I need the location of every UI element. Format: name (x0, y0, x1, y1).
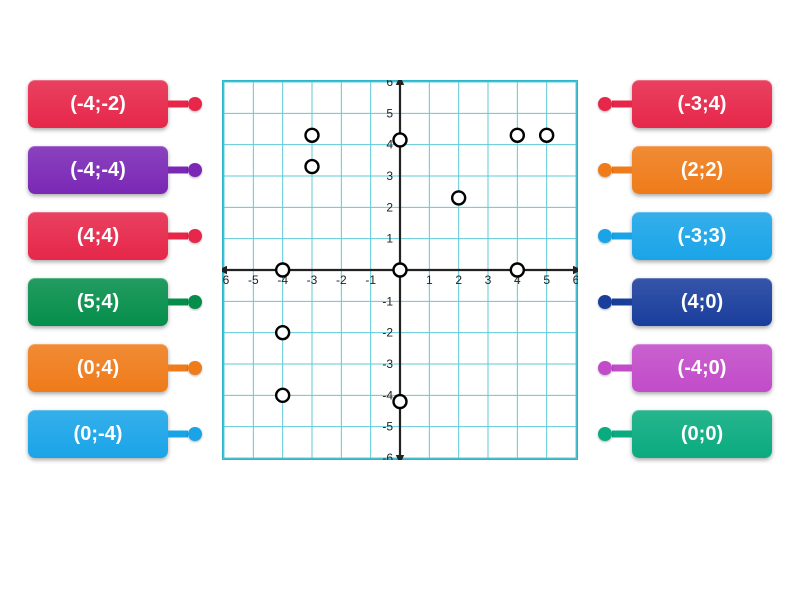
activity-container: (-4;-2) (-4;-4) (4;4) (5;4) (0;4) (0;-4) -6 -5… (0, 80, 800, 520)
coordinate-tag-label: (4;4) (77, 225, 119, 248)
tag-connector-dot[interactable] (598, 295, 612, 309)
coordinate-tag[interactable]: (0;-4) (28, 410, 168, 458)
tag-connector-dot[interactable] (188, 97, 202, 111)
tag-connector-line (612, 101, 632, 108)
tag-connector-dot[interactable] (598, 229, 612, 243)
y-axis-label: 4 (386, 138, 393, 152)
coordinate-tag-label: (0;0) (681, 423, 723, 446)
y-axis-label: 1 (386, 232, 393, 246)
tag-connector-line (168, 101, 188, 108)
y-axis-label: -3 (382, 357, 393, 371)
tag-connector-dot[interactable] (598, 163, 612, 177)
y-axis-label: 5 (386, 106, 393, 120)
y-axis-label: 6 (386, 80, 393, 89)
graph-svg: -6-5-4-3-2-1123456-6-5-4-3-2-1123456 (222, 80, 578, 460)
graph-point[interactable] (452, 191, 465, 204)
coordinate-tag-label: (0;-4) (74, 423, 123, 446)
coordinate-tag-label: (5;4) (77, 291, 119, 314)
coordinate-tag[interactable]: (0;4) (28, 344, 168, 392)
graph-point[interactable] (394, 133, 407, 146)
tag-connector-line (168, 365, 188, 372)
y-axis-label: -6 (382, 451, 393, 460)
tag-connector-dot[interactable] (598, 427, 612, 441)
coordinate-tag-label: (-4;-4) (70, 159, 126, 182)
coordinate-tag[interactable]: (4;4) (28, 212, 168, 260)
tag-connector-line (612, 233, 632, 240)
coordinate-tag[interactable]: (-4;-2) (28, 80, 168, 128)
coordinate-tag-label: (-3;3) (678, 225, 727, 248)
y-axis-label: -5 (382, 420, 393, 434)
graph-point[interactable] (540, 129, 553, 142)
x-axis-label: 2 (455, 273, 462, 287)
y-axis-label: -4 (382, 388, 393, 402)
tag-connector-dot[interactable] (188, 163, 202, 177)
coordinate-tag-label: (-3;4) (678, 93, 727, 116)
coordinate-tag[interactable]: (-4;-4) (28, 146, 168, 194)
tag-connector-line (612, 167, 632, 174)
x-axis-label: -2 (336, 273, 347, 287)
graph-point[interactable] (511, 129, 524, 142)
coordinate-tag[interactable]: (2;2) (632, 146, 772, 194)
y-axis-label: 2 (386, 200, 393, 214)
tag-connector-line (168, 233, 188, 240)
left-tags-column: (-4;-2) (-4;-4) (4;4) (5;4) (0;4) (0;-4) (28, 80, 168, 458)
coordinate-tag-label: (-4;-2) (70, 93, 126, 116)
graph-point[interactable] (394, 264, 407, 277)
graph-point[interactable] (394, 395, 407, 408)
coordinate-tag[interactable]: (0;0) (632, 410, 772, 458)
coordinate-tag-label: (2;2) (681, 159, 723, 182)
x-axis-label: -6 (222, 273, 230, 287)
right-tags-column: (-3;4) (2;2) (-3;3) (4;0) (-4;0) (0;0) (632, 80, 772, 458)
tag-connector-line (168, 299, 188, 306)
coordinate-tag[interactable]: (-3;4) (632, 80, 772, 128)
tag-connector-dot[interactable] (188, 361, 202, 375)
x-axis-label: -1 (365, 273, 376, 287)
tag-connector-dot[interactable] (188, 229, 202, 243)
tag-connector-dot[interactable] (188, 295, 202, 309)
coordinate-tag[interactable]: (4;0) (632, 278, 772, 326)
coordinate-tag-label: (-4;0) (678, 357, 727, 380)
y-axis-label: -1 (382, 294, 393, 308)
coordinate-tag[interactable]: (5;4) (28, 278, 168, 326)
graph-point[interactable] (276, 326, 289, 339)
x-axis-label: 6 (573, 273, 578, 287)
tag-connector-line (612, 365, 632, 372)
graph-point[interactable] (306, 129, 319, 142)
x-axis-label: 3 (485, 273, 492, 287)
x-axis-label: 1 (426, 273, 433, 287)
graph-point[interactable] (511, 264, 524, 277)
coordinate-tag[interactable]: (-3;3) (632, 212, 772, 260)
tag-connector-dot[interactable] (188, 427, 202, 441)
graph-point[interactable] (306, 160, 319, 173)
coordinate-tag-label: (0;4) (77, 357, 119, 380)
y-axis-label: 3 (386, 169, 393, 183)
x-axis-label: -5 (248, 273, 259, 287)
graph-point[interactable] (276, 264, 289, 277)
coordinate-tag-label: (4;0) (681, 291, 723, 314)
tag-connector-dot[interactable] (598, 361, 612, 375)
x-axis-label: 5 (543, 273, 550, 287)
graph-point[interactable] (276, 389, 289, 402)
tag-connector-dot[interactable] (598, 97, 612, 111)
x-axis-label: -3 (307, 273, 318, 287)
coordinate-tag[interactable]: (-4;0) (632, 344, 772, 392)
coordinate-graph: -6-5-4-3-2-1123456-6-5-4-3-2-1123456 (222, 80, 578, 460)
tag-connector-line (168, 431, 188, 438)
y-axis-label: -2 (382, 326, 393, 340)
tag-connector-line (612, 431, 632, 438)
tag-connector-line (168, 167, 188, 174)
tag-connector-line (612, 299, 632, 306)
